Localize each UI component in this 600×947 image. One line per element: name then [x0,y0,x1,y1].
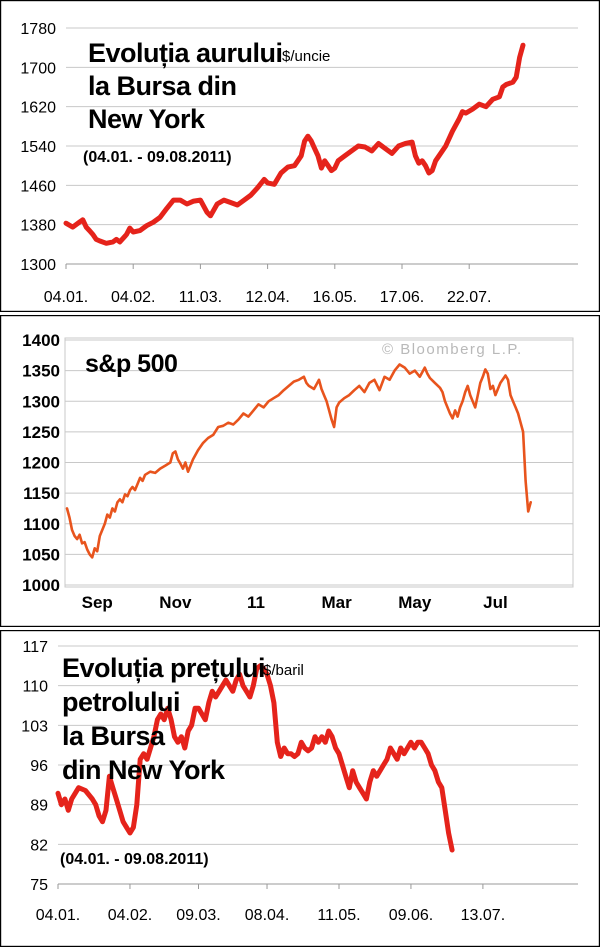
y-tick-label: 1250 [22,423,60,442]
x-tick-label: 13.07. [461,907,505,924]
y-tick-label: 1540 [20,139,56,156]
sp500-title: s&p 500 [85,350,177,378]
bloomberg-watermark: © Bloomberg L.P. [382,341,523,358]
oil-title-line-2: petrolului [62,687,180,717]
y-tick-label: 89 [30,798,48,815]
y-tick-label: 96 [30,758,48,775]
y-tick-label: 1460 [20,178,56,195]
x-tick-label: Mar [322,593,353,612]
x-tick-label: 16.05. [313,289,357,306]
sp500-chart: 1000 1050 1100 1150 1200 1250 1300 1350 1400 Sep… [22,331,574,612]
x-tick-label: Nov [159,593,192,612]
y-tick-label: 1700 [20,60,56,77]
gold-title-line-1: Evoluția aurului [88,38,283,68]
x-tick-label: 04.02. [111,289,155,306]
oil-price-series-line [55,663,455,853]
x-tick-label: 11.03. [179,289,222,306]
oil-chart: 75 82 89 96 103 110 117 04.01. 04.02. 09.03. 08.0… [21,639,578,924]
x-tick-label: 11 [247,593,265,612]
x-tick-label: 12.04. [245,289,289,306]
y-tick-label: 110 [22,679,48,696]
oil-gridlines [58,645,578,845]
oil-unit-label: $/baril [263,662,304,679]
y-tick-label: 1620 [20,100,56,117]
oil-period-label: (04.01. - 09.08.2011) [60,851,209,868]
gold-period-label: (04.01. - 09.08.2011) [83,149,232,166]
y-tick-label: 1350 [22,362,60,381]
y-tick-label: 1780 [20,21,56,38]
gold-y-tick-labels: 1300 1380 1460 1540 1620 1700 1780 [20,21,56,274]
y-tick-label: 1300 [22,392,60,411]
gold-x-tick-labels: 04.01. 04.02. 11.03. 12.04. 16.05. 17.06. 22.0… [44,264,491,306]
x-tick-label: Jul [483,593,508,612]
sp500-x-tick-labels: Sep Nov 11 Mar May Jul [82,593,508,612]
gold-title-line-3: New York [88,104,206,134]
y-tick-label: 82 [30,837,48,854]
sp500-index-series-line [65,363,532,559]
x-tick-label: 04.02. [108,907,152,924]
x-tick-label: 04.01. [36,907,80,924]
y-tick-label: 1400 [22,331,60,350]
y-tick-label: 117 [22,639,48,656]
oil-title-line-3: la Bursa [62,721,166,751]
oil-y-tick-labels: 75 82 89 96 103 110 117 [21,639,48,894]
gold-unit-label: $/uncie [282,48,330,65]
y-tick-label: 1300 [20,257,56,274]
gold-price-series-line [63,42,526,246]
sp500-gridlines [65,339,573,586]
oil-title-line-4: din New York [62,755,226,785]
oil-title-line-1: Evoluția prețului [62,653,265,683]
x-tick-label: 22.07. [447,289,491,306]
y-tick-label: 1000 [22,576,60,595]
y-tick-label: 1050 [22,545,60,564]
x-tick-label: 09.06. [389,907,433,924]
x-tick-label: 08.04. [245,907,289,924]
x-tick-label: Sep [82,593,113,612]
y-tick-label: 1200 [22,454,60,473]
x-tick-label: 17.06. [380,289,424,306]
oil-panel-frame [0,629,600,947]
x-tick-label: 11.05. [317,907,360,924]
oil-x-tick-labels: 04.01. 04.02. 09.03. 08.04. 11.05. 09.06. 13.0… [36,884,505,924]
sp500-y-tick-labels: 1000 1050 1100 1150 1200 1250 1300 1350 1400 [22,331,60,595]
y-tick-label: 1100 [23,515,60,534]
y-tick-label: 75 [30,877,48,894]
gold-chart: 1300 1380 1460 1540 1620 1700 1780 04.01. 04.02… [20,21,578,306]
y-tick-label: 1150 [23,484,60,503]
x-tick-label: 04.01. [44,289,88,306]
x-tick-label: 09.03. [176,907,220,924]
y-tick-label: 1380 [20,218,56,235]
gold-title-line-2: la Bursa din [88,71,237,101]
x-tick-label: May [398,593,432,612]
y-tick-label: 103 [21,718,48,735]
